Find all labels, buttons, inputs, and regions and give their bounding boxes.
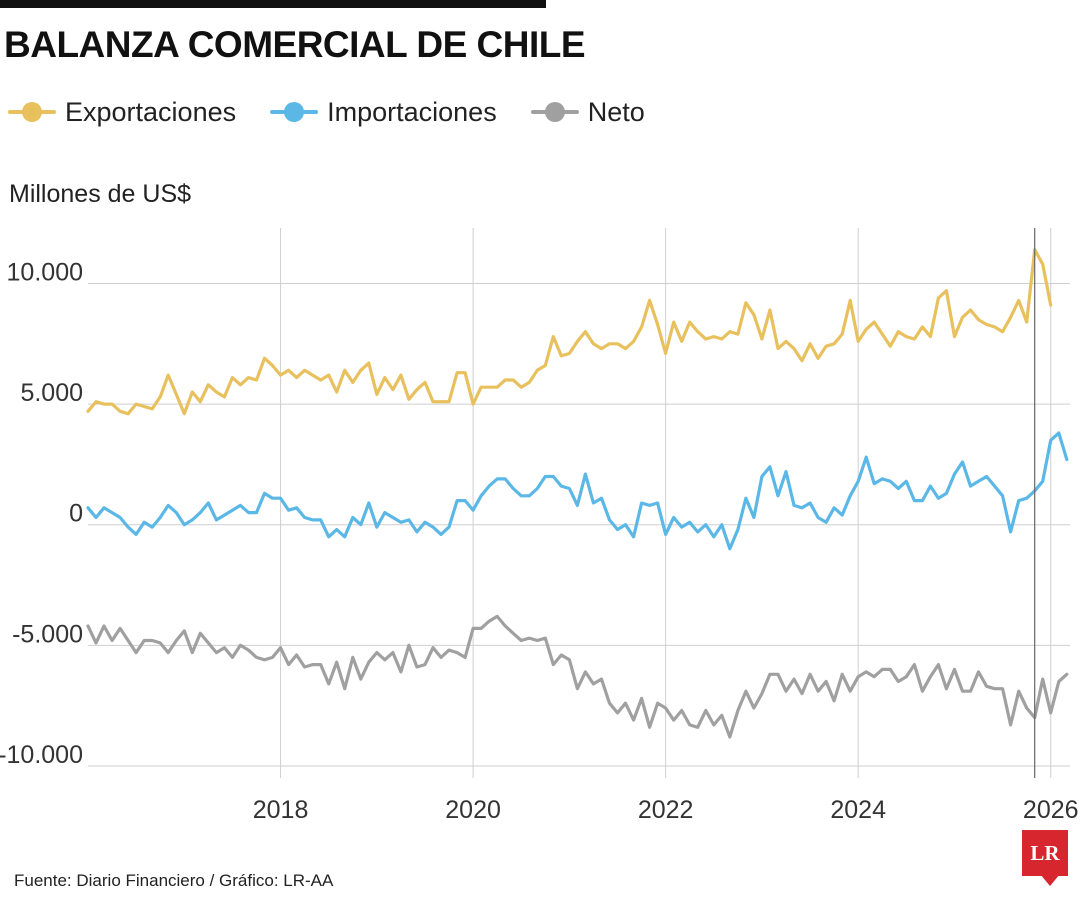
y-axis-unit-label: Millones de US$ <box>9 180 192 208</box>
x-tick-label-2024: 2024 <box>830 796 886 824</box>
y-tick-label-0: 10.000 <box>7 258 83 286</box>
legend-item-neto: Neto <box>530 96 645 128</box>
series-line-importaciones <box>86 431 1069 551</box>
lr-logo-box: LR <box>1022 830 1068 876</box>
lr-logo-tail <box>1040 874 1060 886</box>
y-tick-label-2: 0 <box>69 500 83 528</box>
y-tick-label-4: -10.000 <box>0 741 83 769</box>
chart-title: BALANZA COMERCIAL DE CHILE <box>4 24 586 65</box>
legend-swatch-importaciones <box>270 102 319 122</box>
legend-label-exportaciones: Exportaciones <box>65 96 237 127</box>
legend-label-importaciones: Importaciones <box>327 96 497 127</box>
x-tick-label-2026: 2026 <box>1023 796 1079 824</box>
legend-item-importaciones: Importaciones <box>270 97 497 128</box>
x-tick-label-2022: 2022 <box>638 796 694 824</box>
y-tick-label-3: -5.000 <box>12 620 83 648</box>
top-rule <box>0 0 546 8</box>
legend-label-neto: Neto <box>587 96 645 127</box>
legend: Exportaciones Importaciones Neto <box>8 92 679 132</box>
series-line-exportaciones <box>86 248 1053 416</box>
source-note: Fuente: Diario Financiero / Gráfico: LR-… <box>14 871 334 890</box>
lr-logo: LR <box>1022 830 1068 886</box>
x-tick-label-2020: 2020 <box>445 796 501 824</box>
series-line-neto <box>86 614 1069 739</box>
legend-swatch-exportaciones <box>8 102 56 122</box>
legend-swatch-neto <box>530 102 579 122</box>
y-tick-label-1: 5.000 <box>20 379 83 407</box>
legend-item-exportaciones: Exportaciones <box>8 97 236 128</box>
x-tick-label-2018: 2018 <box>253 796 309 824</box>
